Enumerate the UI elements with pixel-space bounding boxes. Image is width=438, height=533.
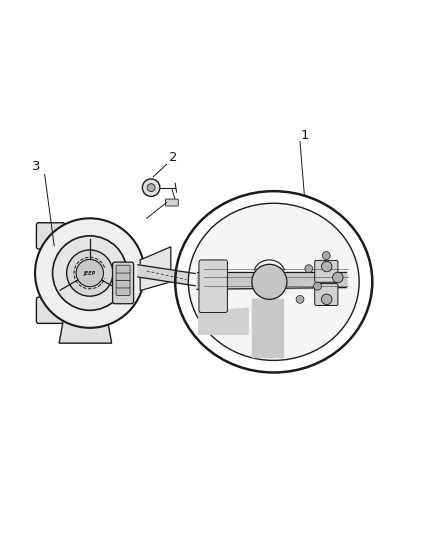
Circle shape — [305, 265, 313, 273]
FancyBboxPatch shape — [113, 262, 134, 304]
Polygon shape — [252, 300, 283, 357]
Circle shape — [252, 264, 287, 300]
Circle shape — [314, 282, 321, 290]
FancyBboxPatch shape — [116, 273, 130, 280]
Polygon shape — [140, 247, 171, 290]
Polygon shape — [138, 265, 195, 286]
Polygon shape — [198, 308, 248, 334]
Circle shape — [296, 295, 304, 303]
Text: 3: 3 — [32, 160, 40, 173]
FancyBboxPatch shape — [36, 297, 65, 324]
FancyBboxPatch shape — [36, 223, 65, 249]
FancyBboxPatch shape — [166, 199, 178, 206]
FancyBboxPatch shape — [116, 287, 130, 295]
Ellipse shape — [53, 236, 127, 310]
Text: 2: 2 — [169, 151, 177, 164]
FancyBboxPatch shape — [116, 265, 130, 273]
FancyBboxPatch shape — [314, 260, 338, 282]
Ellipse shape — [188, 203, 359, 360]
FancyBboxPatch shape — [116, 280, 130, 288]
Circle shape — [332, 272, 343, 282]
FancyBboxPatch shape — [314, 284, 338, 305]
Ellipse shape — [35, 219, 145, 328]
Circle shape — [321, 261, 332, 272]
Circle shape — [147, 184, 155, 191]
Text: JEEP: JEEP — [84, 271, 96, 276]
FancyBboxPatch shape — [199, 260, 227, 312]
Text: 1: 1 — [300, 128, 309, 142]
Circle shape — [321, 294, 332, 304]
Circle shape — [76, 260, 103, 287]
Circle shape — [142, 179, 160, 197]
Ellipse shape — [67, 250, 113, 296]
Polygon shape — [59, 319, 112, 343]
Circle shape — [322, 252, 330, 260]
